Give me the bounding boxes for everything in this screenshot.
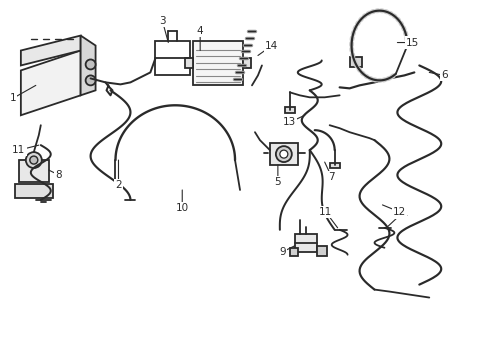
Text: 2: 2: [115, 180, 122, 190]
Bar: [19, 160, 49, 182]
Text: 5: 5: [274, 177, 281, 187]
Polygon shape: [81, 36, 95, 95]
Bar: [294, 234, 316, 252]
Circle shape: [85, 59, 95, 69]
Bar: [316, 246, 326, 256]
Text: 4: 4: [197, 26, 203, 36]
Circle shape: [30, 156, 38, 164]
Polygon shape: [21, 36, 81, 66]
Bar: [289, 248, 297, 256]
Circle shape: [279, 150, 287, 158]
Bar: [193, 41, 243, 85]
Bar: [185, 58, 193, 68]
Text: 11: 11: [318, 207, 332, 217]
Text: 15: 15: [405, 37, 418, 48]
Text: 8: 8: [55, 170, 62, 180]
Text: 12: 12: [392, 207, 405, 217]
Text: 14: 14: [264, 41, 278, 50]
Bar: [285, 107, 294, 113]
Bar: [329, 163, 339, 168]
Text: 7: 7: [327, 172, 334, 182]
Text: 11: 11: [395, 208, 408, 218]
Polygon shape: [21, 50, 81, 115]
Text: 13: 13: [283, 117, 296, 127]
Bar: [243, 58, 250, 68]
Bar: [269, 143, 297, 165]
Bar: [155, 41, 190, 75]
Text: 6: 6: [440, 71, 447, 80]
Text: 1: 1: [10, 93, 16, 103]
Circle shape: [85, 75, 95, 85]
Bar: [15, 184, 53, 198]
Bar: [349, 58, 361, 67]
Text: 9: 9: [279, 247, 285, 257]
Text: 10: 10: [175, 203, 188, 213]
Text: 3: 3: [159, 15, 165, 26]
Text: 11: 11: [12, 145, 25, 155]
Circle shape: [26, 152, 41, 168]
Circle shape: [275, 146, 291, 162]
